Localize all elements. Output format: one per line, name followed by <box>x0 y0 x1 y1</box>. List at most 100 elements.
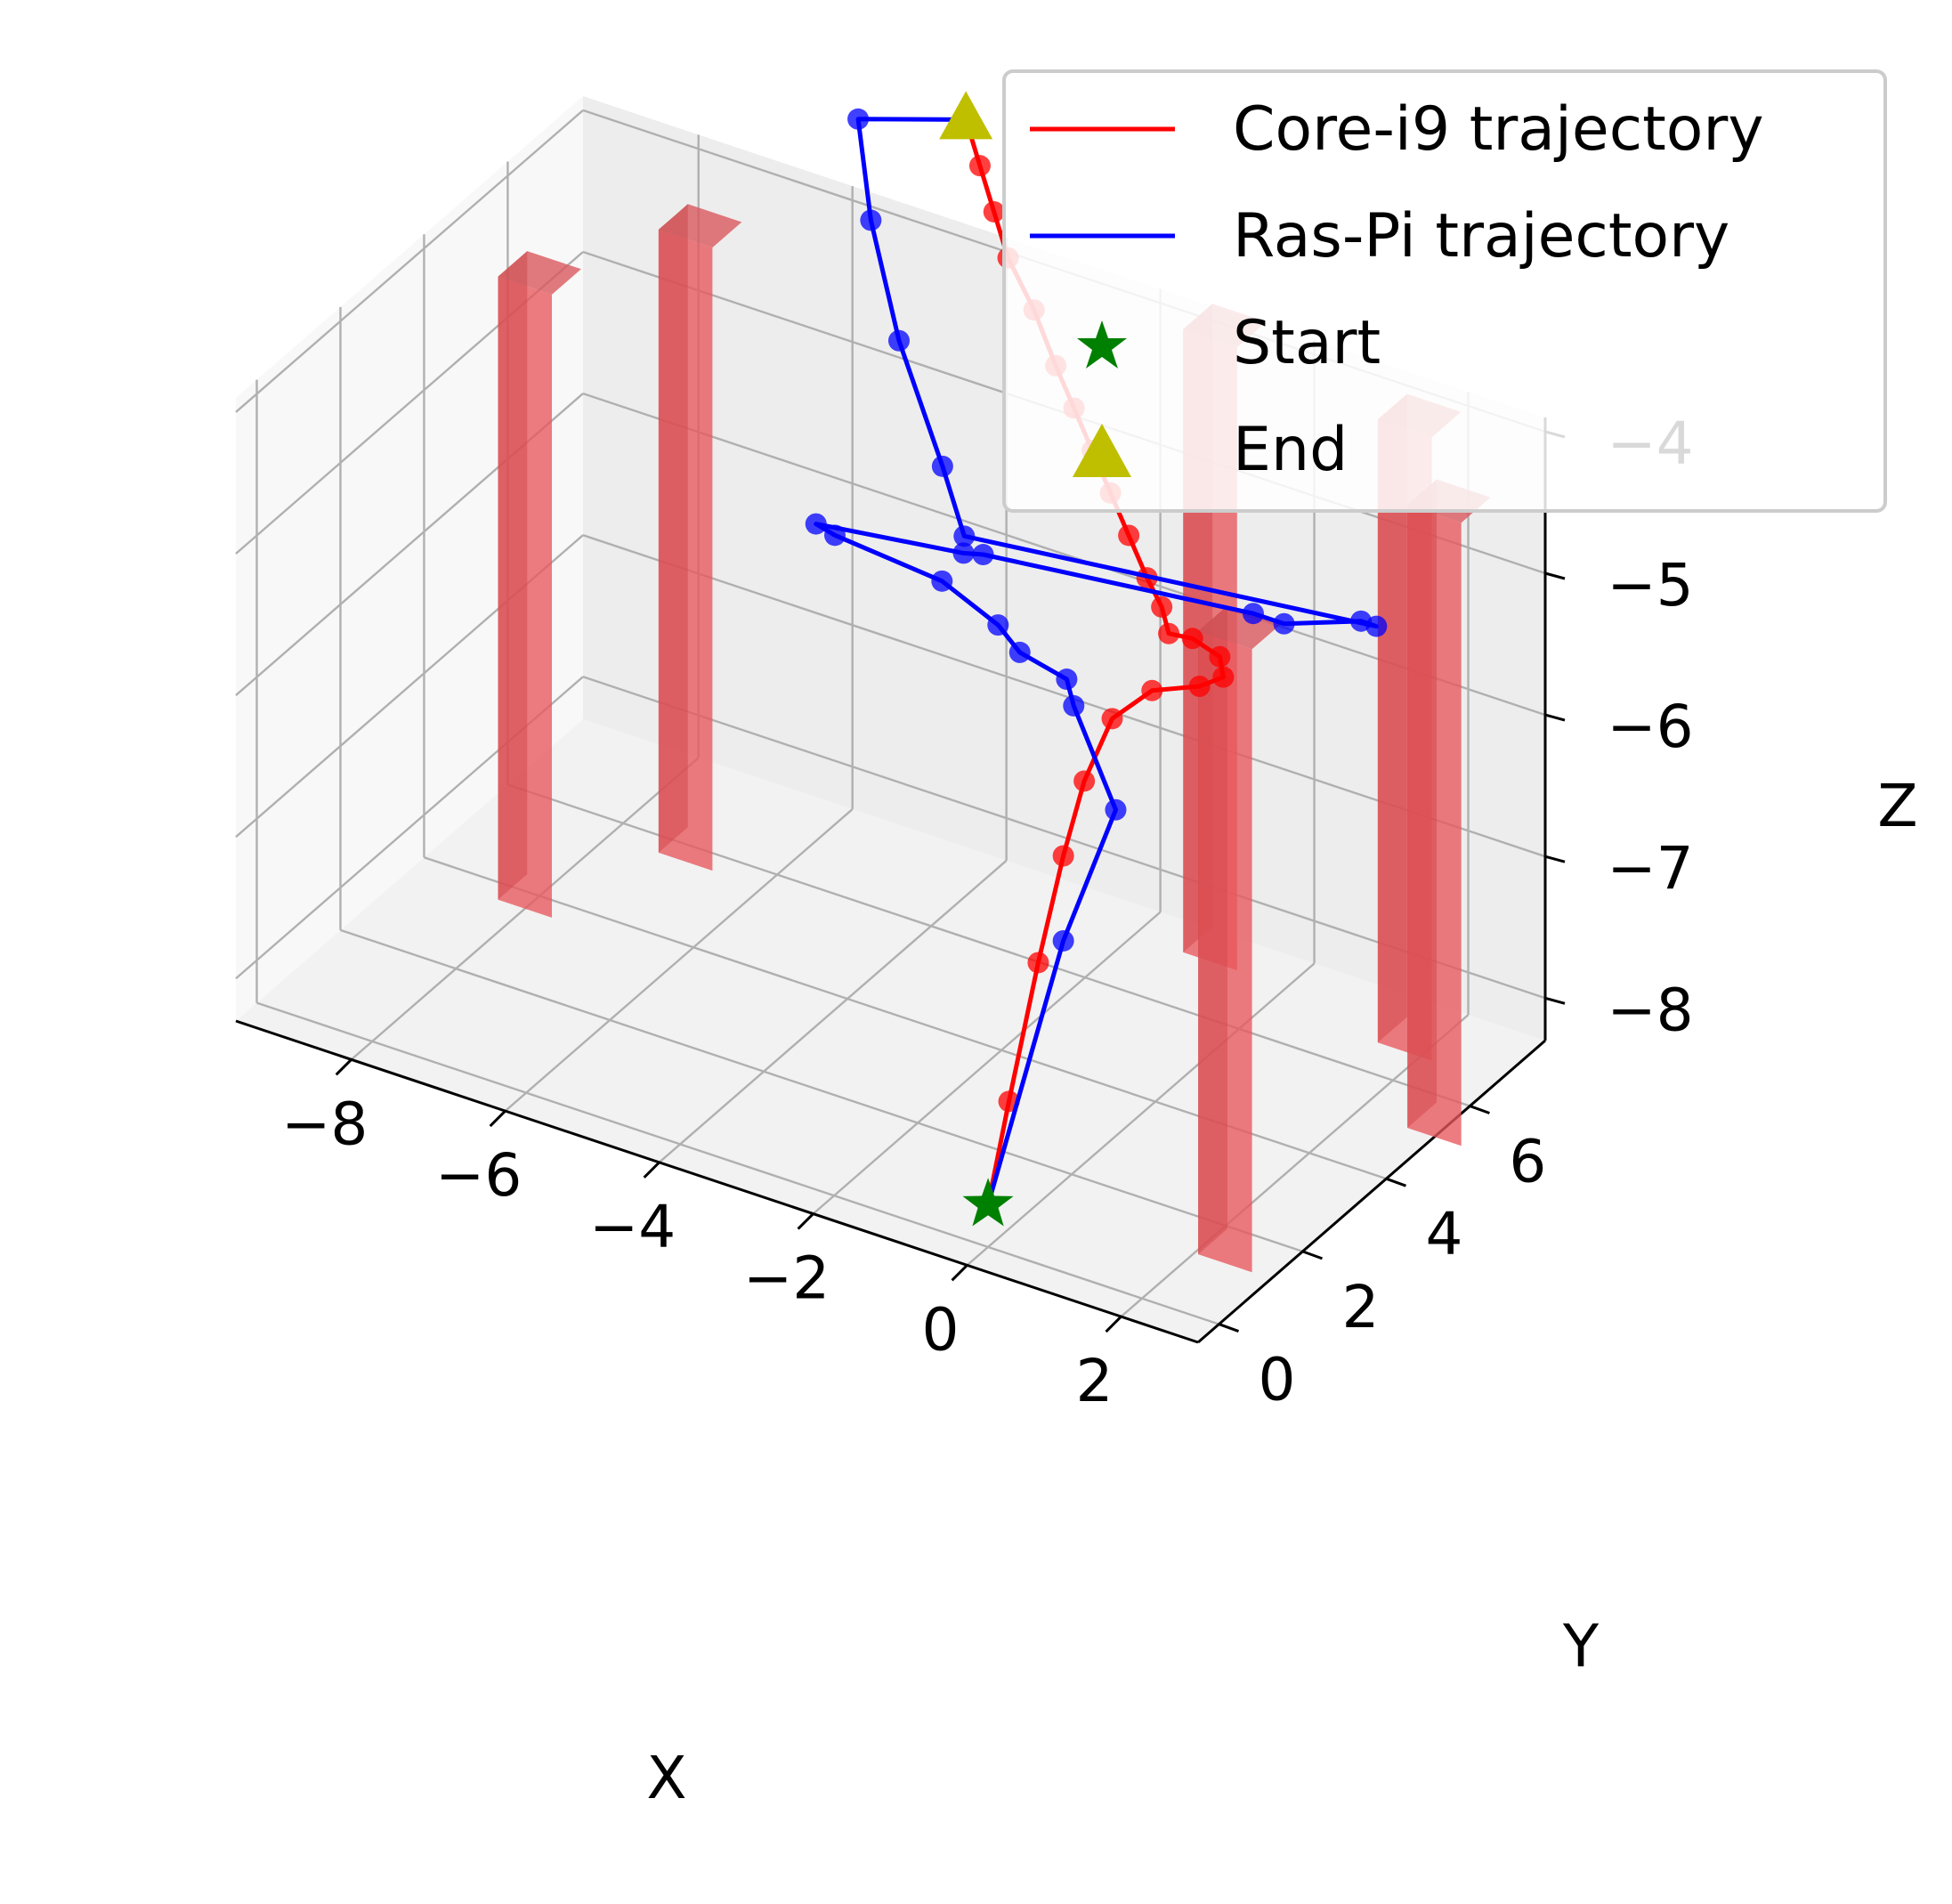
trajectory-point-ras-pi <box>987 614 1009 636</box>
z-tick-label: −7 <box>1607 834 1693 903</box>
legend-label-end: End <box>1233 415 1348 485</box>
end-triangle-marker <box>939 91 993 140</box>
gridline-x-floor <box>812 911 1162 1215</box>
gridline-x-floor <box>504 808 854 1112</box>
x-tick-label: −6 <box>435 1141 522 1210</box>
y-tick-label: 0 <box>1258 1346 1295 1414</box>
trajectory-point-ras-pi <box>1052 929 1074 952</box>
trajectory-point-ras-pi <box>1365 615 1388 637</box>
obstacle-front <box>1198 631 1252 1273</box>
legend-label-ras-pi: Ras-Pi trajectory <box>1233 201 1729 271</box>
obstacle-top <box>498 251 581 295</box>
trajectory-point-ras-pi <box>823 524 846 547</box>
gridline-z-left <box>235 109 584 413</box>
x-tick-label: 2 <box>1076 1347 1114 1415</box>
trajectory-point-ras-pi <box>972 544 994 566</box>
x-tick <box>951 1264 968 1282</box>
legend-triangle-icon <box>1073 424 1131 477</box>
start-star-marker <box>962 1178 1014 1227</box>
trajectory-point-core-i9 <box>1212 666 1235 688</box>
trajectory-point-ras-pi <box>931 570 953 592</box>
gridline-x-floor <box>350 757 700 1061</box>
legend: Core-i9 trajectory Ras-Pi trajectory Sta… <box>1002 69 1887 513</box>
obstacle-1 <box>498 251 581 918</box>
gridline-y-floor <box>340 928 1303 1253</box>
z-tick <box>1544 713 1566 722</box>
obstacle-top <box>1198 605 1282 650</box>
svg-text:Y: Y <box>1562 1612 1600 1681</box>
obstacle-front <box>658 229 713 871</box>
x-tick-label: −4 <box>589 1193 676 1261</box>
z-axis-label: Z <box>1877 772 1917 840</box>
trajectory-point-ras-pi <box>1008 641 1031 663</box>
gridline-y-floor <box>256 1001 1219 1325</box>
trajectory-point-ras-pi <box>1273 612 1295 635</box>
x-tick-label: 0 <box>922 1295 960 1364</box>
y-tick <box>1469 1105 1490 1114</box>
trajectory-point-core-i9 <box>968 155 991 177</box>
z-tick <box>1544 855 1566 863</box>
y-tick-label: 6 <box>1509 1128 1546 1196</box>
trajectory-point-ras-pi <box>952 542 975 564</box>
legend-label-core-i9: Core-i9 trajectory <box>1233 94 1764 165</box>
x-axis-label: X <box>646 1744 686 1812</box>
trajectory-point-ras-pi <box>1063 694 1085 717</box>
trajectory-point-core-i9 <box>1073 770 1096 792</box>
gridline-x-floor <box>966 962 1316 1267</box>
y-axis-label: Y <box>1562 1612 1600 1681</box>
trajectory-point-core-i9 <box>1181 628 1203 650</box>
trajectory-point-ras-pi <box>931 455 953 477</box>
trajectory-point-ras-pi <box>805 513 827 535</box>
x-axis-line <box>235 1019 1199 1344</box>
trajectory-point-core-i9 <box>1052 845 1074 867</box>
x-tick <box>797 1212 814 1230</box>
trajectory-point-ras-pi <box>1056 668 1078 691</box>
z-tick-label: −8 <box>1607 976 1693 1044</box>
obstacle-top <box>658 204 742 248</box>
trajectories <box>805 91 1388 1227</box>
obstacle-2 <box>658 204 742 871</box>
z-tick <box>1544 996 1566 1005</box>
x-tick <box>643 1161 660 1179</box>
trajectory-point-ras-pi <box>847 108 870 130</box>
z-tick <box>1544 571 1566 580</box>
trajectory-point-core-i9 <box>1209 645 1231 668</box>
z-tick-label: −6 <box>1607 693 1693 761</box>
y-axis-line <box>1197 1039 1546 1344</box>
x-tick-label: −8 <box>281 1090 368 1158</box>
trajectory-point-ras-pi <box>1242 603 1264 625</box>
svg-text:X: X <box>646 1744 686 1812</box>
y-tick <box>1385 1177 1406 1187</box>
obstacle-6 <box>1198 605 1282 1273</box>
trajectory-point-ras-pi <box>887 329 910 352</box>
legend-star-icon <box>1077 320 1127 369</box>
y-tick-label: 4 <box>1425 1200 1462 1268</box>
trajectory-point-core-i9 <box>1158 622 1180 644</box>
obstacle-front <box>1407 505 1462 1146</box>
trajectory-point-core-i9 <box>1118 524 1140 547</box>
y-tick-label: 2 <box>1341 1273 1379 1341</box>
svg-text:Z: Z <box>1877 772 1917 840</box>
axis-lines <box>235 417 1547 1344</box>
x-tick <box>335 1058 352 1076</box>
gridline-x-floor <box>658 859 1008 1163</box>
y-tick <box>1218 1323 1240 1333</box>
z-tick-label: −5 <box>1607 551 1693 620</box>
trajectory-point-core-i9 <box>1101 708 1123 730</box>
trajectory-point-ras-pi <box>953 525 976 547</box>
obstacle-5 <box>1407 479 1491 1146</box>
x-tick <box>1105 1316 1122 1333</box>
x-tick-label: −2 <box>743 1244 830 1313</box>
trajectory-point-core-i9 <box>1027 952 1049 974</box>
legend-box <box>1002 69 1887 513</box>
trajectory-point-ras-pi <box>1105 798 1127 821</box>
trajectory-point-core-i9 <box>1151 596 1173 618</box>
obstacle-front <box>498 276 552 918</box>
y-tick <box>1301 1250 1323 1260</box>
trajectory-point-ras-pi <box>860 209 882 231</box>
x-tick <box>489 1110 506 1128</box>
trajectory-point-core-i9 <box>1141 679 1163 701</box>
legend-label-start: Start <box>1233 308 1381 378</box>
trajectory-point-core-i9 <box>1188 676 1211 698</box>
